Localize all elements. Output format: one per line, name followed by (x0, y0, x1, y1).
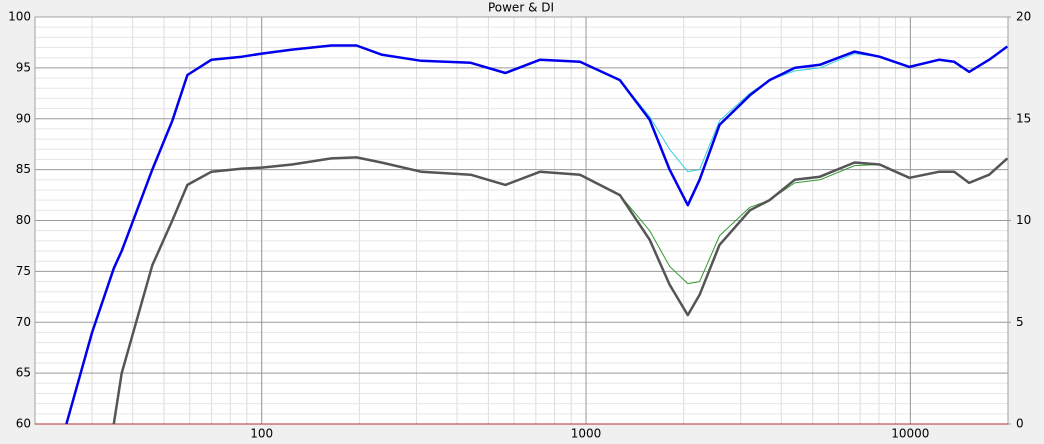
y2-tick-label: 15 (1016, 111, 1031, 125)
y2-tick-label: 20 (1016, 10, 1031, 24)
y2-tick-label: 5 (1016, 315, 1024, 329)
y-tick-label: 70 (16, 315, 31, 329)
x-tick-label: 1000 (571, 427, 602, 441)
y-tick-label: 75 (16, 264, 31, 278)
y2-tick-label: 10 (1016, 213, 1031, 227)
series-line (65, 44, 1008, 424)
y-tick-label: 95 (16, 60, 31, 74)
y-tick-label: 80 (16, 213, 31, 227)
series-line (112, 156, 1008, 424)
y-tick-label: 90 (16, 111, 31, 125)
y-tick-label: 60 (16, 417, 31, 431)
y2-tick-label: 0 (1016, 417, 1024, 431)
y-tick-label: 65 (16, 366, 31, 380)
x-tick-label: 10000 (891, 427, 929, 441)
y-tick-label: 85 (16, 162, 31, 176)
x-tick-label: 100 (250, 427, 273, 441)
chart-title: Power & DI (488, 1, 554, 15)
y-tick-label: 100 (8, 10, 31, 24)
